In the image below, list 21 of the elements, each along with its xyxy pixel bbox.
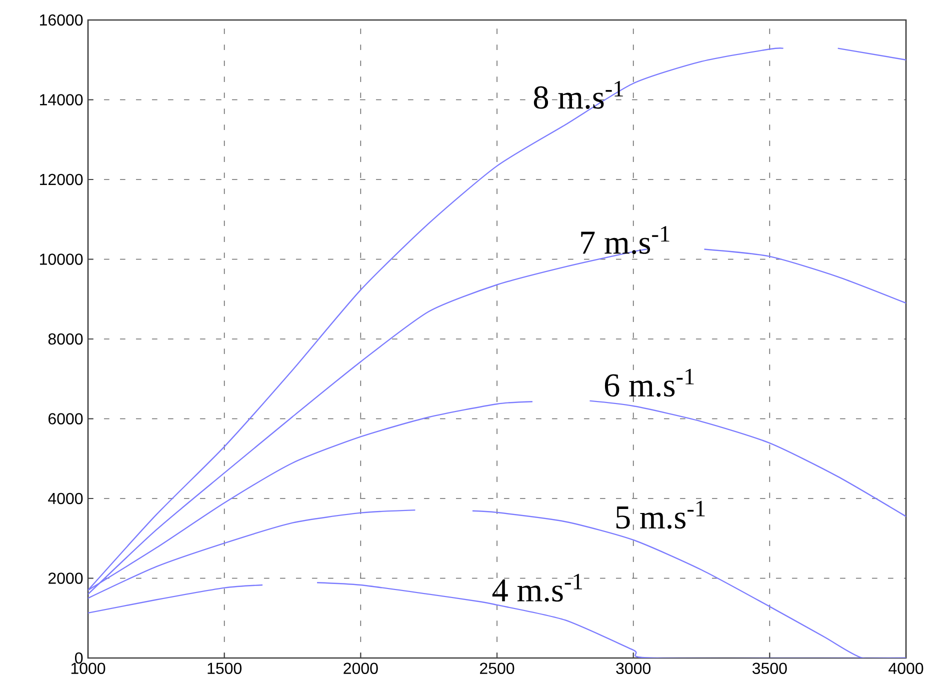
x-tick-label: 2000: [344, 662, 378, 674]
series-label: 5 m.s$^{-1}$: [616, 500, 705, 529]
y-tick-label: 10000: [40, 254, 83, 265]
y-tick-label: 2000: [48, 572, 83, 584]
series-label: 6 m.s$^{-1}$: [604, 368, 694, 397]
x-tick-label: 2500: [480, 662, 514, 674]
y-tick-label: 8000: [48, 333, 83, 345]
series-label: 8 m.s$^{-1}$: [534, 80, 623, 109]
y-tick-label: 4000: [48, 492, 83, 504]
x-tick-label: 3000: [616, 662, 651, 674]
series-label: 4 m.s$^{-1}$: [492, 574, 582, 602]
y-tick-label: 16000: [40, 14, 83, 26]
y-tick-label: 14000: [40, 94, 83, 106]
x-tick-label: 1000: [71, 662, 106, 674]
y-tick-label: 6000: [48, 413, 83, 424]
x-tick-label: 3500: [752, 662, 787, 674]
y-tick-label: 12000: [40, 174, 83, 186]
x-tick-label: 1500: [208, 662, 242, 674]
x-tick-label: 4000: [888, 662, 924, 674]
series-label: 7 m.s$^{-1}$: [581, 226, 670, 254]
y-tick-label: 0: [75, 652, 83, 664]
